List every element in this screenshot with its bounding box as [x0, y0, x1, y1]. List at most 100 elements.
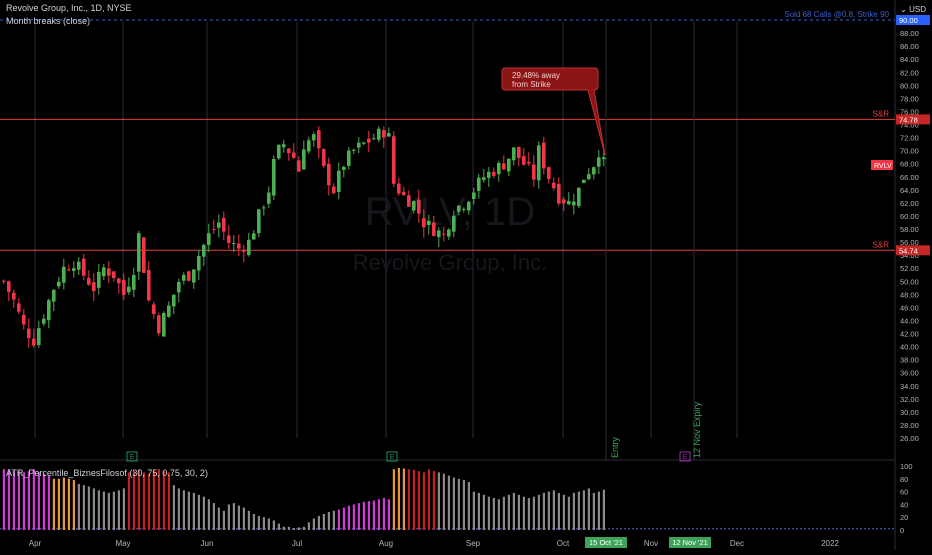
callout-line2: from Strike: [512, 80, 551, 89]
candle-body: [387, 133, 391, 137]
candle-body: [597, 157, 601, 167]
candle-body: [437, 230, 441, 238]
indicator-bar: [52, 478, 55, 530]
chevron-down-icon: ⌄: [900, 5, 907, 14]
candle-body: [492, 171, 496, 176]
candle-body: [512, 147, 516, 161]
candle-body: [82, 258, 86, 276]
candle-body: [62, 266, 66, 283]
indicator-bar: [42, 473, 45, 530]
time-label-nov: Nov: [644, 539, 658, 548]
candle-body: [132, 275, 136, 290]
callout-line1: 29.48% away: [512, 71, 560, 80]
indicator-bar: [97, 490, 100, 530]
price-tick: 48.00: [900, 290, 919, 299]
indicator-bar: [502, 496, 505, 530]
candle-body: [207, 233, 211, 245]
candle-body: [47, 300, 51, 321]
indicator-bar: [202, 496, 205, 530]
candle-body: [92, 282, 96, 292]
indicator-bar: [67, 478, 70, 530]
indicator-bar: [372, 500, 375, 530]
indicator-bar: [82, 485, 85, 530]
indicator-bar: [497, 499, 500, 530]
time-label-jul: Jul: [292, 539, 302, 548]
indicator-bar: [312, 518, 315, 530]
candle-body: [217, 222, 221, 228]
indicator-bar: [37, 472, 40, 530]
candle-body: [202, 244, 206, 257]
price-tick: 32.00: [900, 395, 919, 404]
candle-body: [472, 192, 476, 200]
candle-body: [67, 269, 71, 271]
indicator-bar: [127, 472, 130, 530]
candle-body: [227, 235, 231, 243]
time-label-aug: Aug: [379, 539, 393, 548]
candle-body: [377, 128, 381, 140]
price-tick: 26.00: [900, 434, 919, 443]
indicator-bar: [492, 498, 495, 530]
indicator-bar: [532, 496, 535, 530]
time-label-sep: Sep: [466, 539, 481, 548]
indicator-bar: [217, 507, 220, 530]
candle-body: [122, 279, 126, 295]
candle-body: [292, 152, 296, 158]
indicator-bar: [507, 494, 510, 530]
earnings-marker-box: [386, 451, 398, 462]
indicator-bar: [237, 505, 240, 530]
candle-body: [407, 195, 411, 207]
indicator-bar: [302, 526, 305, 530]
candle-body: [232, 243, 236, 245]
indicator-bar: [192, 492, 195, 530]
indicator-bar: [27, 471, 30, 530]
indicator-tick: 40: [900, 500, 908, 509]
price-tick: 60.00: [900, 212, 919, 221]
watermark-name: Revolve Group, Inc.: [353, 250, 547, 275]
candle-body: [587, 174, 591, 180]
indicator-bar: [102, 491, 105, 530]
candle-body: [577, 187, 581, 207]
indicator-bar: [537, 494, 540, 530]
indicator-bar: [62, 477, 65, 530]
candle-body: [137, 233, 141, 272]
candle-body: [302, 149, 306, 170]
candle-body: [27, 328, 31, 339]
indicator-bar: [522, 496, 525, 530]
candle-body: [192, 269, 196, 283]
candle-body: [332, 186, 336, 194]
price-tick: 28.00: [900, 421, 919, 430]
indicator-bar: [212, 503, 215, 530]
candle-body: [22, 314, 26, 325]
indicator-bar: [467, 482, 470, 530]
indicator-bar: [327, 512, 330, 530]
candle-body: [197, 255, 201, 271]
time-label-may: May: [115, 539, 130, 548]
candle-body: [397, 183, 401, 194]
indicator-bar: [562, 494, 565, 530]
indicator-bar: [427, 469, 430, 530]
indicator-bar: [452, 477, 455, 530]
indicator-bar: [512, 492, 515, 530]
price-tick: 82.00: [900, 68, 919, 77]
candle-body: [112, 271, 116, 279]
candle-body: [337, 170, 341, 192]
indicator-bar: [582, 490, 585, 530]
indicator-bar: [12, 471, 15, 530]
ticker-tag-bg: [871, 159, 893, 170]
indicator-tick: 20: [900, 513, 908, 522]
indicator-bar: [187, 491, 190, 530]
candle-body: [57, 281, 61, 287]
indicator-bar: [182, 490, 185, 530]
candle-body: [427, 220, 431, 225]
indicator-bar: [322, 514, 325, 530]
sr-lower-tag: 54.74: [899, 246, 918, 255]
indicator-bar: [352, 504, 355, 530]
indicator-bar: [257, 515, 260, 530]
watermark-ticker: RVLV, 1D: [365, 190, 536, 234]
price-tick: 50.00: [900, 277, 919, 286]
indicator-bar: [87, 486, 90, 530]
indicator-bar: [517, 494, 520, 530]
currency-selector[interactable]: ⌄ USD: [900, 5, 926, 14]
